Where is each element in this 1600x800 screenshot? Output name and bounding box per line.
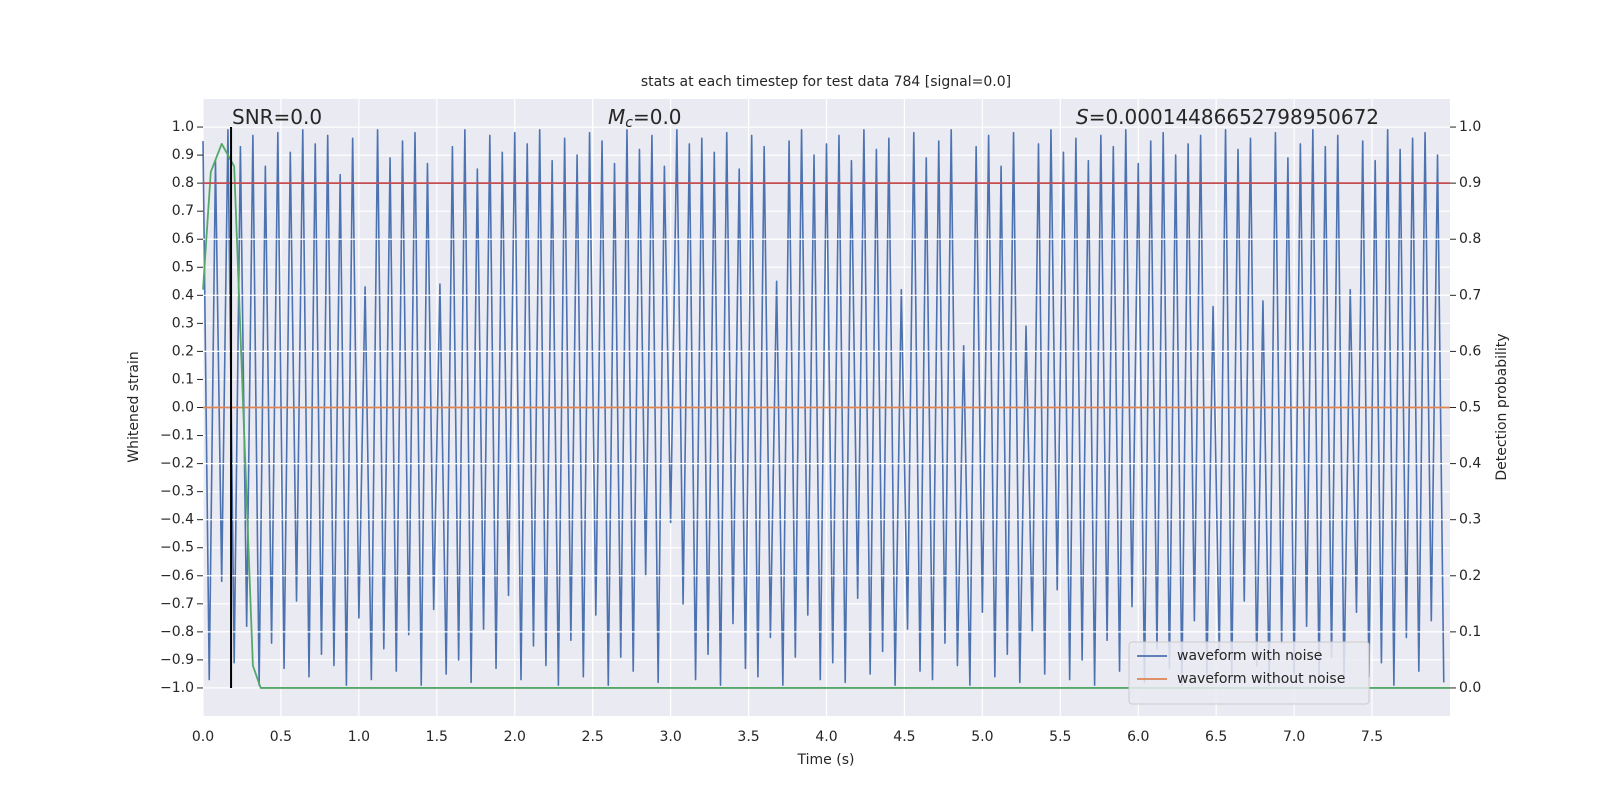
y-tick-label: −0.7 [160,596,194,612]
y-tick-label: 0.3 [172,315,194,331]
x-tick-label: 3.0 [659,729,681,745]
chart-title: stats at each timestep for test data 784… [641,74,1011,90]
annotation-symbol: M [608,105,625,129]
x-tick-label: 2.5 [582,729,604,745]
y-tick-label: 0.8 [172,175,194,191]
x-tick-label: 6.0 [1127,729,1149,745]
legend-label: waveform with noise [1177,648,1322,664]
x-tick-label: 0.0 [192,729,214,745]
y-tick-label: −1.0 [160,680,194,696]
annotation: Mc=0.0 [608,105,682,132]
y-tick-label: 0.1 [172,371,194,387]
y-tick-label: −0.4 [160,512,194,528]
y-tick-label: 0.4 [172,287,194,303]
y2-tick-label: 0.0 [1459,680,1481,696]
y-tick-label: −0.2 [160,456,194,472]
x-tick-label: 1.0 [348,729,370,745]
y-tick-label: 0.0 [172,400,194,416]
y-axis-label: Whitened strain [126,351,142,462]
y-tick-label: −0.1 [160,428,194,444]
y-tick-label: −0.9 [160,652,194,668]
series-line [202,142,1450,689]
y-tick-label: 0.5 [172,259,194,275]
y2-tick-label: 0.4 [1459,456,1481,472]
x-tick-label: 1.5 [426,729,448,745]
annotation-text: =0.0 [633,105,682,129]
y2-tick-label: 0.1 [1459,624,1481,640]
y-tick-label: 0.6 [172,231,194,247]
y2-tick-label: 0.7 [1459,287,1481,303]
x-tick-label: 5.0 [971,729,993,745]
x-tick-label: 3.5 [737,729,759,745]
x-tick-label: 4.0 [815,729,837,745]
x-tick-label: 7.5 [1361,729,1383,745]
y2-tick-label: 0.2 [1459,568,1481,584]
annotation-symbol: S [1076,105,1089,129]
y-tick-label: 0.2 [172,343,194,359]
y-tick-label: −0.5 [160,540,194,556]
x-tick-label: 4.5 [893,729,915,745]
y2-tick-label: 0.3 [1459,512,1481,528]
x-tick-label: 2.0 [504,729,526,745]
y2-tick-label: 0.6 [1459,343,1481,359]
y2-tick-label: 0.5 [1459,400,1481,416]
x-tick-label: 5.5 [1049,729,1071,745]
y-tick-label: −0.8 [160,624,194,640]
y2-axis-label: Detection probability [1494,333,1510,480]
y-tick-label: 1.0 [172,119,194,135]
y-tick-label: −0.3 [160,484,194,500]
series-line [202,129,1445,686]
legend-box [1128,641,1370,705]
legend-label: waveform without noise [1177,671,1345,687]
y2-tick-label: 1.0 [1459,119,1481,135]
x-tick-label: 0.5 [270,729,292,745]
y2-tick-label: 0.8 [1459,231,1481,247]
x-tick-label: 6.5 [1205,729,1227,745]
annotation: S=0.00014486652798950672 [1076,105,1379,129]
x-axis-label: Time (s) [797,752,855,768]
annotation-text: SNR=0.0 [232,105,322,129]
y-tick-label: 0.7 [172,203,194,219]
annotation: SNR=0.0 [232,105,322,129]
annotation-subscript: c [625,115,633,131]
y-tick-label: 0.9 [172,147,194,163]
y2-tick-label: 0.9 [1459,175,1481,191]
x-tick-label: 7.0 [1283,729,1305,745]
annotation-text: =0.00014486652798950672 [1089,105,1379,129]
y-tick-label: −0.6 [160,568,194,584]
